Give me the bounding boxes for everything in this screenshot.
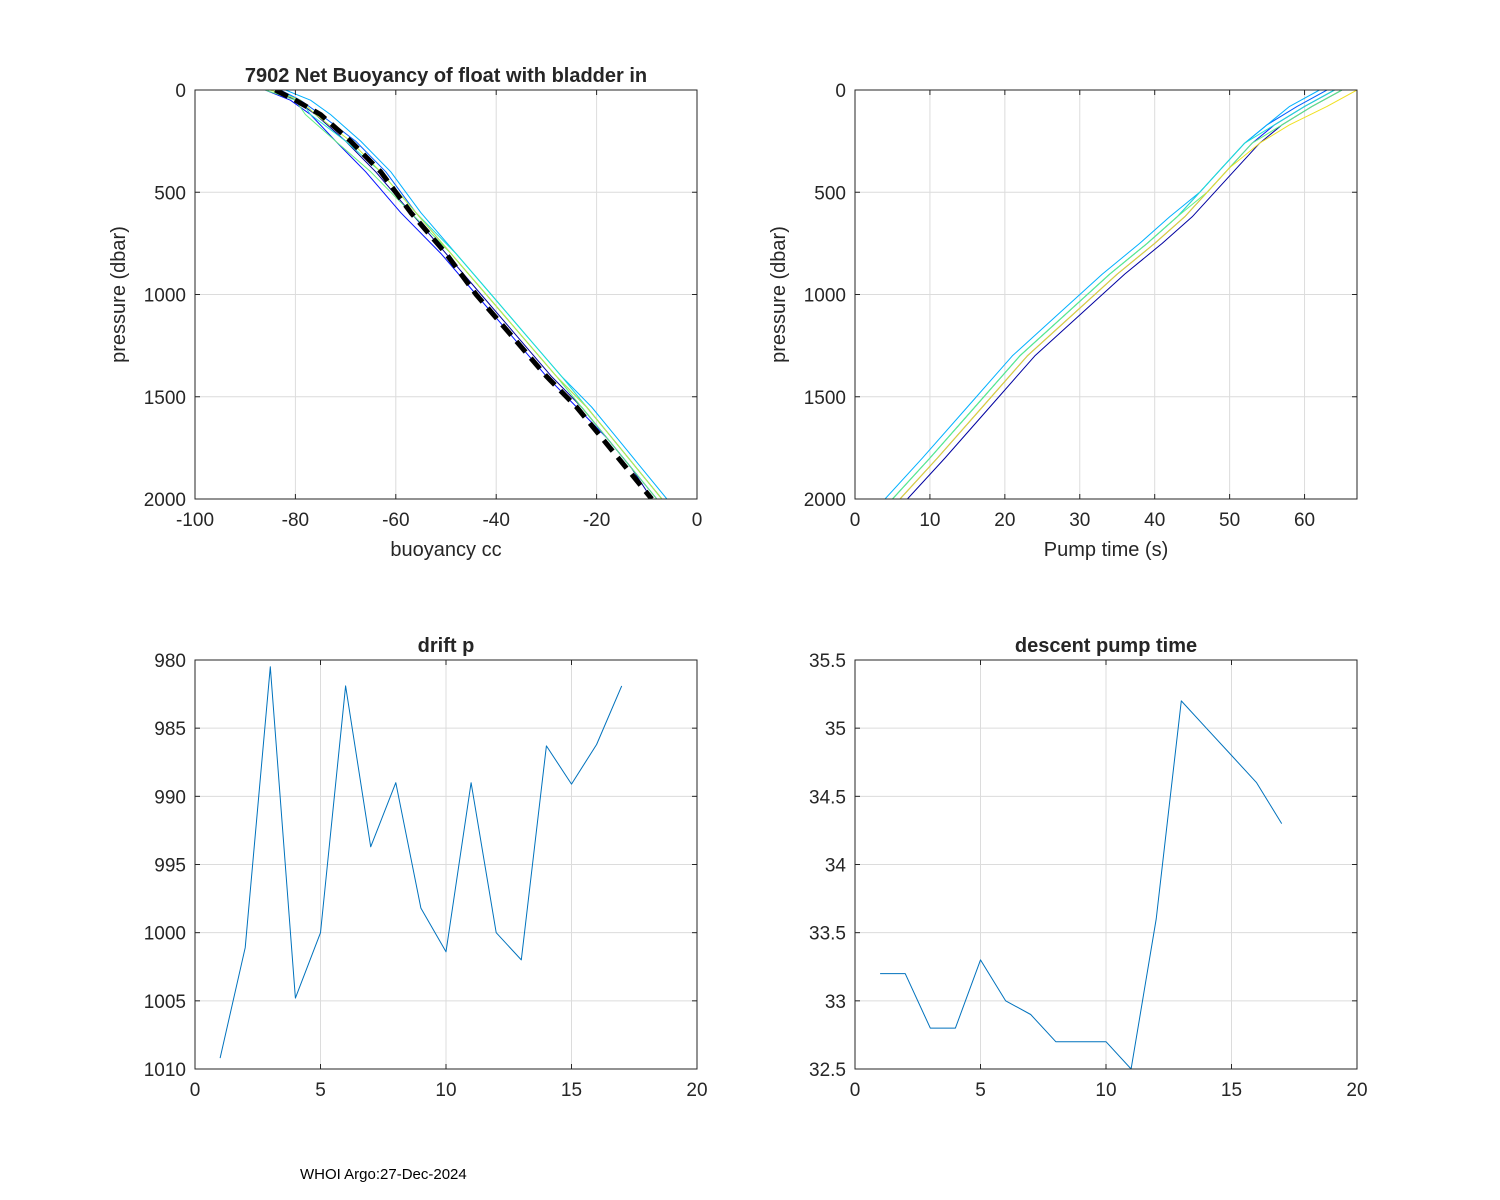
- x-tick-label: -20: [583, 510, 610, 531]
- x-tick-label: 20: [994, 510, 1015, 531]
- y-tick-label: 35.5: [809, 651, 846, 672]
- footer-text: WHOI Argo:27-Dec-2024: [300, 1166, 467, 1183]
- x-tick-label: 40: [1144, 510, 1165, 531]
- x-tick-label: -80: [282, 510, 309, 531]
- x-tick-label: -40: [482, 510, 509, 531]
- y-axis-label: pressure (dbar): [768, 226, 790, 363]
- y-tick-label: 995: [154, 856, 186, 877]
- series-line-profile-7: [899, 90, 1357, 499]
- x-tick-label: 15: [1221, 1080, 1242, 1101]
- y-tick-label: 980: [154, 651, 186, 672]
- y-tick-label: 500: [814, 183, 846, 204]
- y-tick-label: 2000: [144, 490, 186, 511]
- y-tick-label: 985: [154, 719, 186, 740]
- x-tick-label: 0: [850, 510, 861, 531]
- x-tick-label: 0: [692, 510, 703, 531]
- x-tick-label: -100: [176, 510, 214, 531]
- chart-pump-time: 0 10 20 30 40 50 60 0 500 1000 1500 2000 Pump time (…: [768, 81, 1358, 561]
- series-line-profile-6: [892, 90, 1343, 499]
- x-tick-label: 50: [1219, 510, 1240, 531]
- series-group: [880, 700, 1283, 1069]
- x-axis-label: Pump time (s): [1044, 539, 1168, 561]
- y-tick-label: 1010: [144, 1060, 186, 1081]
- x-tick-label: -60: [382, 510, 409, 531]
- series-line-mean: [274, 90, 654, 499]
- series-line-profile-1: [907, 90, 1343, 499]
- chart-title: descent pump time: [1015, 635, 1197, 657]
- chart-title: drift p: [418, 635, 475, 657]
- x-tick-label: 0: [190, 1080, 201, 1101]
- y-tick-label: 2000: [804, 490, 846, 511]
- y-axis-label: pressure (dbar): [108, 226, 130, 363]
- series-line-profile-4: [884, 90, 1320, 499]
- y-tick-label: 1500: [144, 388, 186, 409]
- y-tick-label: 1500: [804, 388, 846, 409]
- y-tick-label: 1000: [144, 286, 186, 307]
- series-group: [265, 90, 668, 499]
- chart-net-buoyancy: -100 -80 -60 -40 -20 0 0 500 1000 1500 2000 7902 Ne…: [108, 65, 702, 561]
- y-tick-label: 990: [154, 787, 186, 808]
- y-tick-label: 34: [825, 856, 847, 877]
- chart-descent-pump-time: 0 5 10 15 20 32.5 33 33.5 34 34.5 35 35.5 descent pu…: [809, 635, 1368, 1101]
- x-axis-label: buoyancy cc: [390, 539, 501, 561]
- x-tick-label: 0: [850, 1080, 861, 1101]
- y-tick-label: 0: [835, 81, 846, 102]
- y-tick-label: 1000: [804, 286, 846, 307]
- y-tick-label: 33.5: [809, 924, 846, 945]
- x-tick-label: 30: [1069, 510, 1090, 531]
- x-tick-label: 5: [315, 1080, 326, 1101]
- x-tick-label: 10: [435, 1080, 456, 1101]
- chart-title: 7902 Net Buoyancy of float with bladder …: [245, 65, 647, 87]
- y-tick-label: 0: [175, 81, 186, 102]
- chart-drift-p: 0 5 10 15 20 980 985 990 995 1000 1005 1010 drift p: [144, 635, 708, 1101]
- series-group: [219, 666, 623, 1059]
- y-tick-label: 35: [825, 719, 846, 740]
- x-tick-label: 20: [1346, 1080, 1367, 1101]
- series-group: [884, 90, 1357, 499]
- y-tick-label: 1000: [144, 924, 186, 945]
- x-tick-label: 10: [919, 510, 940, 531]
- x-tick-label: 10: [1095, 1080, 1116, 1101]
- series-line-drift-p: [219, 666, 623, 1059]
- series-line-descent-pump-time: [880, 700, 1283, 1069]
- y-tick-label: 500: [154, 183, 186, 204]
- x-tick-label: 20: [686, 1080, 707, 1101]
- x-tick-label: 60: [1294, 510, 1315, 531]
- series-line-profile-2: [265, 90, 658, 499]
- y-tick-label: 1005: [144, 992, 186, 1013]
- x-tick-label: 5: [975, 1080, 986, 1101]
- y-tick-label: 34.5: [809, 787, 846, 808]
- y-tick-label: 32.5: [809, 1060, 846, 1081]
- series-line-profile-7: [270, 90, 663, 499]
- x-tick-label: 15: [561, 1080, 582, 1101]
- y-tick-label: 33: [825, 992, 846, 1013]
